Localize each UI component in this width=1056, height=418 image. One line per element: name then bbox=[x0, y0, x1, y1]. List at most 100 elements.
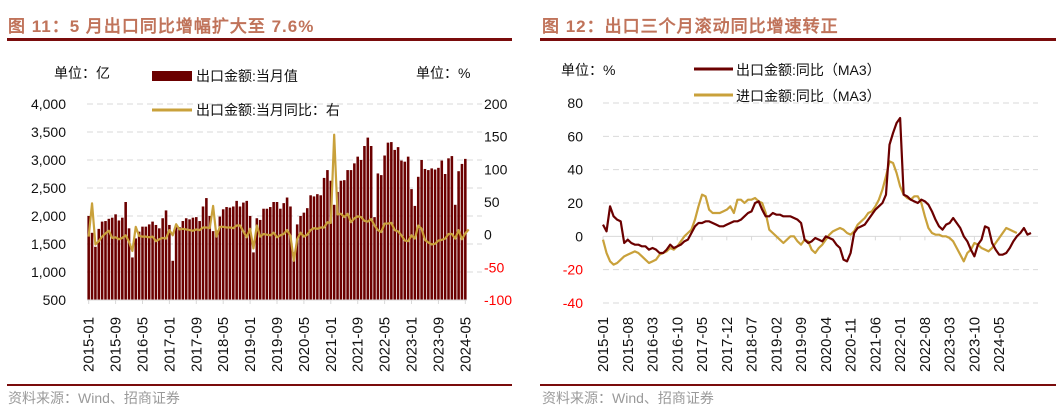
bar bbox=[208, 216, 212, 300]
bar bbox=[161, 218, 164, 300]
bar bbox=[221, 209, 225, 300]
bar bbox=[181, 221, 185, 300]
bar bbox=[447, 158, 450, 300]
y-tick-label: -20 bbox=[563, 262, 583, 278]
bar bbox=[184, 218, 188, 300]
bar bbox=[373, 217, 376, 300]
bar bbox=[121, 217, 124, 300]
y-left-tick-label: 3,500 bbox=[31, 124, 66, 140]
x-tick-label: 2022-05 bbox=[377, 317, 394, 372]
bar bbox=[248, 216, 252, 300]
bar bbox=[124, 202, 127, 300]
bar bbox=[339, 180, 343, 300]
bar bbox=[110, 217, 114, 300]
y-left-tick-label: 1,500 bbox=[31, 236, 66, 252]
bar bbox=[376, 173, 380, 300]
y-left-tick-label: 2,500 bbox=[31, 180, 66, 196]
bar bbox=[245, 200, 249, 300]
bar bbox=[292, 252, 296, 300]
x-tick-label: 2017-01 bbox=[161, 317, 178, 372]
bar bbox=[151, 221, 154, 300]
bar bbox=[191, 217, 195, 300]
source-note: 资料来源：Wind、招商证券 bbox=[8, 388, 180, 408]
y-tick-label: 80 bbox=[567, 95, 583, 111]
bar bbox=[275, 202, 279, 300]
x-tick-label: 2024-05 bbox=[457, 317, 474, 372]
x-tick-label: 2021-06 bbox=[867, 317, 884, 372]
bar bbox=[366, 137, 370, 300]
bar bbox=[309, 195, 312, 300]
x-tick-label: 2017-05 bbox=[694, 317, 711, 372]
x-tick-label: 2018-05 bbox=[215, 317, 232, 372]
x-tick-label: 2019-09 bbox=[793, 317, 810, 372]
bar bbox=[218, 216, 222, 300]
bar bbox=[154, 224, 158, 300]
bar bbox=[359, 160, 363, 300]
bar bbox=[390, 142, 393, 300]
bar bbox=[353, 163, 356, 300]
x-tick-label: 2023-10 bbox=[966, 317, 983, 372]
x-tick-label: 2020-04 bbox=[818, 317, 835, 372]
bar bbox=[242, 202, 245, 300]
x-tick-label: 2015-01 bbox=[595, 317, 612, 372]
source-note: 资料来源：Wind、招商证券 bbox=[542, 388, 714, 408]
bar bbox=[346, 170, 349, 300]
bar bbox=[332, 204, 336, 300]
x-tick-label: 2021-09 bbox=[350, 317, 367, 372]
y-tick-label: -40 bbox=[563, 295, 583, 311]
bar bbox=[195, 217, 198, 300]
x-tick-label: 2019-01 bbox=[242, 317, 259, 372]
bar bbox=[336, 191, 339, 300]
x-tick-label: 2019-02 bbox=[768, 317, 785, 372]
x-tick-label: 2024-05 bbox=[991, 317, 1008, 372]
y-tick-label: 60 bbox=[567, 128, 583, 144]
bar bbox=[369, 146, 373, 300]
y-right-tick-label: 0 bbox=[484, 227, 492, 243]
bar bbox=[252, 252, 255, 300]
bar bbox=[131, 257, 134, 300]
bar bbox=[147, 224, 151, 300]
legend-label: 进口金额:同比（MA3） bbox=[736, 88, 881, 104]
x-tick-label: 2017-12 bbox=[719, 317, 736, 372]
y-left-tick-label: 3,000 bbox=[31, 152, 66, 168]
x-tick-label: 2015-08 bbox=[620, 317, 637, 372]
title-divider bbox=[7, 38, 512, 41]
bar bbox=[386, 142, 390, 300]
x-tick-label: 2019-09 bbox=[269, 317, 286, 372]
bar bbox=[215, 230, 218, 300]
bar bbox=[329, 180, 333, 300]
bar bbox=[97, 228, 101, 300]
y-right-tick-label: 100 bbox=[484, 161, 508, 177]
source-label: 资料来源： bbox=[542, 390, 612, 406]
bar bbox=[289, 206, 292, 300]
bar bbox=[342, 180, 346, 300]
bar bbox=[349, 170, 353, 300]
bar bbox=[255, 218, 259, 300]
bar bbox=[269, 207, 272, 300]
bar bbox=[302, 212, 306, 300]
bar bbox=[460, 163, 464, 300]
bar bbox=[104, 221, 107, 300]
right-unit-label: 单位：% bbox=[416, 65, 470, 81]
export-bar-line-chart: 4,0003,5003,0002,5002,0001,5001,00050020… bbox=[31, 65, 512, 372]
bar bbox=[137, 231, 141, 300]
bar bbox=[400, 160, 403, 300]
bar bbox=[322, 177, 326, 300]
y-left-tick-label: 2,000 bbox=[31, 208, 66, 224]
x-tick-label: 2018-07 bbox=[744, 317, 761, 372]
bar bbox=[127, 228, 131, 300]
bar bbox=[178, 227, 181, 300]
bar bbox=[464, 158, 467, 300]
x-tick-label: 2023-03 bbox=[942, 317, 959, 372]
legend-bar-swatch bbox=[152, 71, 192, 81]
y-right-tick-label: 50 bbox=[484, 194, 500, 210]
bar bbox=[188, 219, 191, 300]
bar bbox=[114, 214, 117, 300]
bar bbox=[94, 246, 97, 300]
bar bbox=[198, 221, 201, 300]
bar bbox=[107, 218, 111, 300]
yoy-line bbox=[87, 133, 470, 262]
legend-label: 出口金额:同比（MA3） bbox=[736, 62, 881, 78]
x-tick-label: 2020-05 bbox=[296, 317, 313, 372]
legend-label: 出口金额:当月同比：右 bbox=[196, 102, 340, 118]
